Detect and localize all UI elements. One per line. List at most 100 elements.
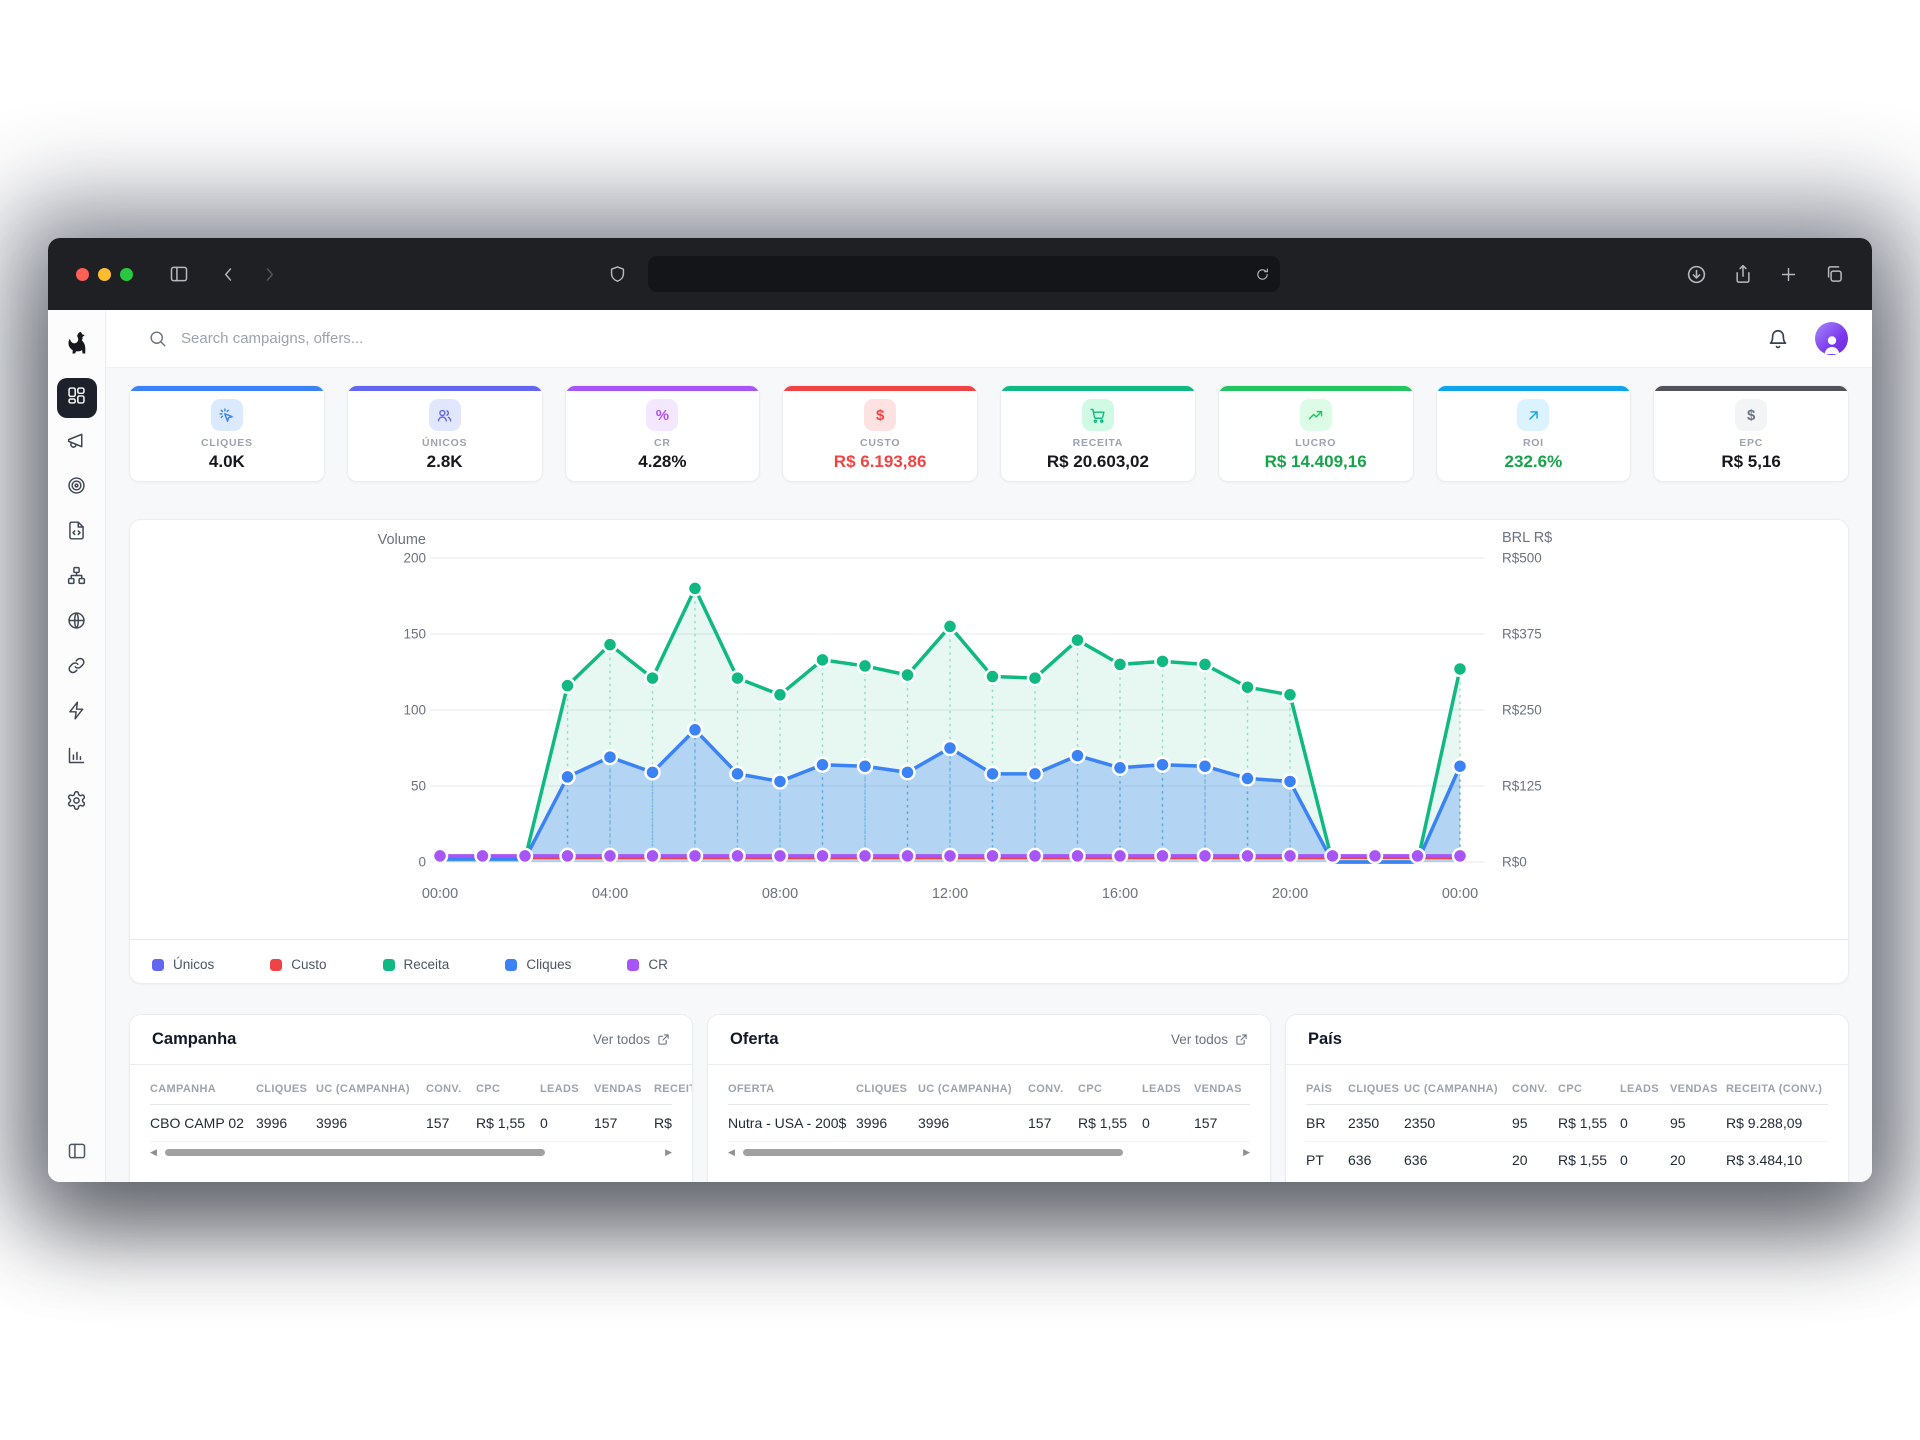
kpi-value: 4.28% (638, 452, 687, 471)
sidebar-item-flows[interactable] (57, 558, 97, 598)
file-code-icon (66, 520, 87, 546)
legend-item-receita[interactable]: Receita (382, 957, 449, 972)
share-icon[interactable] (1733, 264, 1753, 284)
table-cell: CBO CAMP 02 (150, 1115, 244, 1131)
link-icon (66, 655, 87, 681)
kpi-icon-chip (1299, 399, 1332, 431)
legend-item-cr[interactable]: CR (627, 957, 668, 972)
forward-icon[interactable] (260, 265, 279, 284)
scrollbar-track[interactable] (742, 1148, 1236, 1157)
table-row[interactable]: PT 636 636 20 R$ 1,55 0 20 R$ 3.484,10 (1306, 1142, 1828, 1178)
table-cell: 0 (1620, 1152, 1628, 1168)
cursor-click-icon (218, 407, 235, 424)
user-avatar[interactable] (1815, 322, 1848, 355)
see-all-link[interactable]: Ver todos (593, 1032, 670, 1047)
zoom-window-icon[interactable] (120, 267, 133, 281)
table-card-oferta: Oferta Ver todos OFERTA CLIQUES UC (CAMPANHA… (707, 1014, 1271, 1182)
sidebar-item-landing-pages[interactable] (57, 513, 97, 553)
kpi-card-custo: $ CUSTO R$ 6.193,86 (782, 385, 978, 482)
table-row[interactable]: BR 2350 2350 95 R$ 1,55 0 95 R$ 9.288,09 (1306, 1105, 1828, 1142)
network-icon (66, 565, 87, 591)
table-cell: R$ (654, 1115, 672, 1131)
close-window-icon[interactable] (76, 267, 89, 281)
table-cell: 2350 (1404, 1115, 1436, 1131)
search-input[interactable] (181, 330, 601, 347)
table-title: País (1308, 1030, 1342, 1048)
app-sidebar (48, 310, 106, 1182)
sidebar-item-reports[interactable] (57, 738, 97, 778)
download-icon[interactable] (1686, 264, 1707, 285)
scrollbar-thumb[interactable] (742, 1149, 1124, 1156)
target-icon (66, 475, 87, 501)
sidebar-item-campaigns[interactable] (57, 423, 97, 463)
table-row[interactable]: Nutra - USA - 200$ 3996 3996 157 R$ 1,55 0 157 (728, 1105, 1250, 1142)
kpi-card-lucro: LUCRO R$ 14.409,16 (1217, 385, 1414, 482)
sidebar-item-automation[interactable] (57, 693, 97, 733)
scrollbar-thumb[interactable] (164, 1149, 546, 1156)
table-cell: R$ 3.484,10 (1726, 1152, 1803, 1168)
search-bar[interactable] (148, 329, 1767, 348)
scroll-right-icon[interactable]: ▶ (665, 1147, 672, 1157)
sidebar-item-domains[interactable] (57, 603, 97, 643)
table-cell: 3996 (856, 1115, 888, 1131)
breakdown-tables: Campanha Ver todos CAMPANHA CLIQUES UC (CAMP… (129, 1014, 1849, 1182)
table-cell: 3996 (918, 1115, 950, 1131)
tab-overview-icon[interactable] (1824, 264, 1844, 284)
sidebar-item-settings[interactable] (57, 783, 97, 823)
scrollbar-track[interactable] (164, 1148, 658, 1157)
table-cell: 20 (1670, 1152, 1686, 1168)
sidebar-nav (56, 378, 97, 823)
svg-text:Volume: Volume (378, 532, 426, 548)
column-header: CLIQUES (256, 1083, 308, 1095)
horizontal-scrollbar: ◀ ▶ (150, 1148, 672, 1157)
collapse-panel-icon[interactable] (67, 1141, 87, 1166)
table-cell: 157 (426, 1115, 450, 1131)
new-tab-icon[interactable] (1779, 265, 1798, 284)
column-header: UC (CAMPANHA) (918, 1083, 1012, 1095)
traffic-chart: 0 R$0 50 R$125 100 R$250 150 R$375 200 R$500 Volum… (378, 530, 1553, 902)
column-header: CPC (1558, 1083, 1583, 1095)
table-cell: PT (1306, 1152, 1324, 1168)
kpi-accent-bar (1218, 386, 1413, 391)
legend-label: CR (648, 957, 668, 972)
table-cell: 95 (1670, 1115, 1686, 1131)
svg-text:100: 100 (403, 703, 426, 718)
table-row[interactable]: CBO CAMP 02 3996 3996 157 R$ 1,55 0 157 R$ (150, 1105, 672, 1142)
scroll-left-icon[interactable]: ◀ (728, 1147, 735, 1157)
column-header: VENDAS (594, 1083, 642, 1095)
shield-icon[interactable] (608, 265, 627, 284)
table-cell: 95 (1512, 1115, 1528, 1131)
column-header: UC (CAMPANHA) (1404, 1083, 1498, 1095)
scroll-left-icon[interactable]: ◀ (150, 1147, 157, 1157)
kpi-icon-chip (1517, 399, 1550, 431)
legend-item-custo[interactable]: Custo (270, 957, 327, 972)
sidebar-toggle-icon[interactable] (169, 264, 189, 284)
kpi-value: 4.0K (208, 452, 245, 471)
table-header-row: OFERTA CLIQUES UC (CAMPANHA) CONV. CPC LEADS V… (728, 1073, 1250, 1105)
gear-icon (66, 790, 87, 816)
minimize-window-icon[interactable] (98, 267, 111, 281)
kpi-label: CR (654, 437, 671, 449)
legend-item-únicos[interactable]: Únicos (152, 957, 214, 972)
horizontal-scrollbar: ◀ ▶ (728, 1148, 1250, 1157)
svg-text:R$500: R$500 (1502, 551, 1542, 566)
bell-icon[interactable] (1767, 328, 1789, 350)
sidebar-item-links[interactable] (57, 648, 97, 688)
legend-item-cliques[interactable]: Cliques (505, 957, 571, 972)
url-field[interactable] (648, 256, 1280, 292)
see-all-link[interactable]: Ver todos (1171, 1032, 1248, 1047)
table-cell: R$ 1,55 (1558, 1115, 1608, 1131)
back-icon[interactable] (219, 265, 238, 284)
column-header: LEADS (1620, 1083, 1659, 1095)
reload-icon[interactable] (1255, 267, 1270, 282)
sidebar-item-offers[interactable] (57, 468, 97, 508)
traffic-lights (76, 267, 133, 281)
dashboard-icon (66, 385, 87, 411)
kpi-value: R$ 6.193,86 (833, 452, 927, 471)
table-header-row: CAMPANHA CLIQUES UC (CAMPANHA) CONV. CPC LEAD… (150, 1073, 692, 1105)
scroll-right-icon[interactable]: ▶ (1243, 1147, 1250, 1157)
column-header: LEADS (540, 1083, 579, 1095)
sidebar-item-dashboard[interactable] (56, 378, 97, 418)
kpi-card-epc: $ EPC R$ 5,16 (1653, 385, 1849, 482)
svg-text:R$250: R$250 (1502, 703, 1542, 718)
